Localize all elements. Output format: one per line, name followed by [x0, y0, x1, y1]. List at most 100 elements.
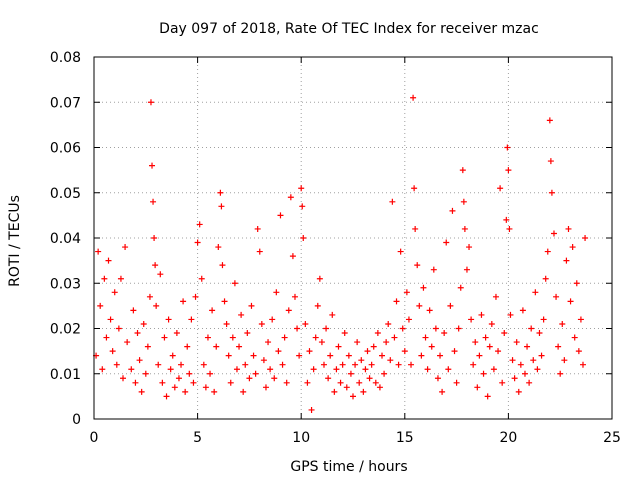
data-point: [318, 339, 325, 346]
data-point: [432, 325, 439, 332]
data-point: [331, 388, 338, 395]
data-point: [517, 361, 524, 368]
data-point: [107, 316, 114, 323]
data-point: [204, 334, 211, 341]
data-point: [391, 334, 398, 341]
data-point: [528, 325, 535, 332]
data-point: [486, 343, 493, 350]
data-point: [538, 352, 545, 359]
data-point: [250, 352, 257, 359]
data-point: [488, 320, 495, 327]
data-point: [103, 334, 110, 341]
data-point: [277, 212, 284, 219]
data-point: [468, 316, 475, 323]
data-point: [150, 198, 157, 205]
data-point: [557, 370, 564, 377]
data-point: [553, 293, 560, 300]
data-point: [184, 343, 191, 350]
data-point: [175, 375, 182, 382]
data-point: [399, 325, 406, 332]
chart-title: Day 097 of 2018, Rate Of TEC Index for r…: [159, 21, 539, 37]
data-point: [252, 370, 259, 377]
data-point: [138, 388, 145, 395]
data-point: [109, 348, 116, 355]
data-point: [304, 379, 311, 386]
data-point: [258, 320, 265, 327]
data-point: [207, 370, 214, 377]
data-point: [333, 366, 340, 373]
data-point: [439, 388, 446, 395]
data-point: [410, 94, 417, 101]
data-point: [256, 248, 263, 255]
data-point: [472, 339, 479, 346]
data-point: [463, 266, 470, 273]
data-point: [343, 384, 350, 391]
data-point: [532, 289, 539, 296]
data-point: [480, 370, 487, 377]
data-point: [414, 262, 421, 269]
data-point: [302, 320, 309, 327]
data-point: [248, 302, 255, 309]
data-point: [173, 330, 180, 337]
data-point: [559, 320, 566, 327]
data-point: [526, 379, 533, 386]
data-point: [418, 352, 425, 359]
data-point: [368, 361, 375, 368]
data-point: [128, 366, 135, 373]
data-point: [422, 334, 429, 341]
data-point: [492, 293, 499, 300]
data-point: [540, 316, 547, 323]
data-point: [362, 366, 369, 373]
data-point: [424, 366, 431, 373]
data-point: [507, 311, 514, 318]
data-point: [476, 352, 483, 359]
data-point: [582, 235, 589, 241]
data-point: [504, 144, 511, 151]
data-point: [393, 298, 400, 305]
data-point: [547, 158, 554, 165]
data-point: [124, 339, 131, 346]
data-point: [565, 225, 572, 232]
data-point: [356, 379, 363, 386]
data-point: [117, 275, 124, 282]
data-point: [381, 370, 388, 377]
data-point: [573, 280, 580, 287]
data-point: [352, 361, 359, 368]
data-point: [223, 320, 230, 327]
data-point: [536, 330, 543, 337]
data-point: [229, 334, 236, 341]
data-point: [310, 366, 317, 373]
data-point: [236, 343, 243, 350]
data-point: [461, 225, 468, 232]
data-point: [567, 298, 574, 305]
data-point: [506, 225, 513, 232]
data-point: [279, 361, 286, 368]
data-point: [447, 302, 454, 309]
data-point: [171, 384, 178, 391]
data-point: [513, 339, 520, 346]
data-point: [188, 316, 195, 323]
data-point: [146, 293, 153, 300]
data-point: [379, 352, 386, 359]
data-point: [186, 370, 193, 377]
data-point: [571, 334, 578, 341]
axis-tick-labels: 0 5 10 15 20 25 0 0.01 0.02 0.03 0.04 0.05 0.06 0.07 0…: [50, 50, 621, 446]
data-point: [217, 189, 224, 196]
data-point: [155, 361, 162, 368]
data-point: [271, 375, 278, 382]
y-axis-label: ROTI / TECUs: [7, 195, 23, 287]
data-point: [546, 117, 553, 124]
data-point: [495, 348, 502, 355]
data-point: [267, 366, 274, 373]
data-point: [411, 185, 418, 192]
data-point: [225, 352, 232, 359]
data-point: [534, 366, 541, 373]
data-point: [530, 357, 537, 364]
data-point: [354, 339, 361, 346]
data-point: [149, 162, 156, 169]
data-point: [524, 343, 531, 350]
data-point: [281, 334, 288, 341]
x-tick-label: 20: [499, 430, 517, 446]
data-point: [244, 330, 251, 337]
data-point: [291, 293, 298, 300]
